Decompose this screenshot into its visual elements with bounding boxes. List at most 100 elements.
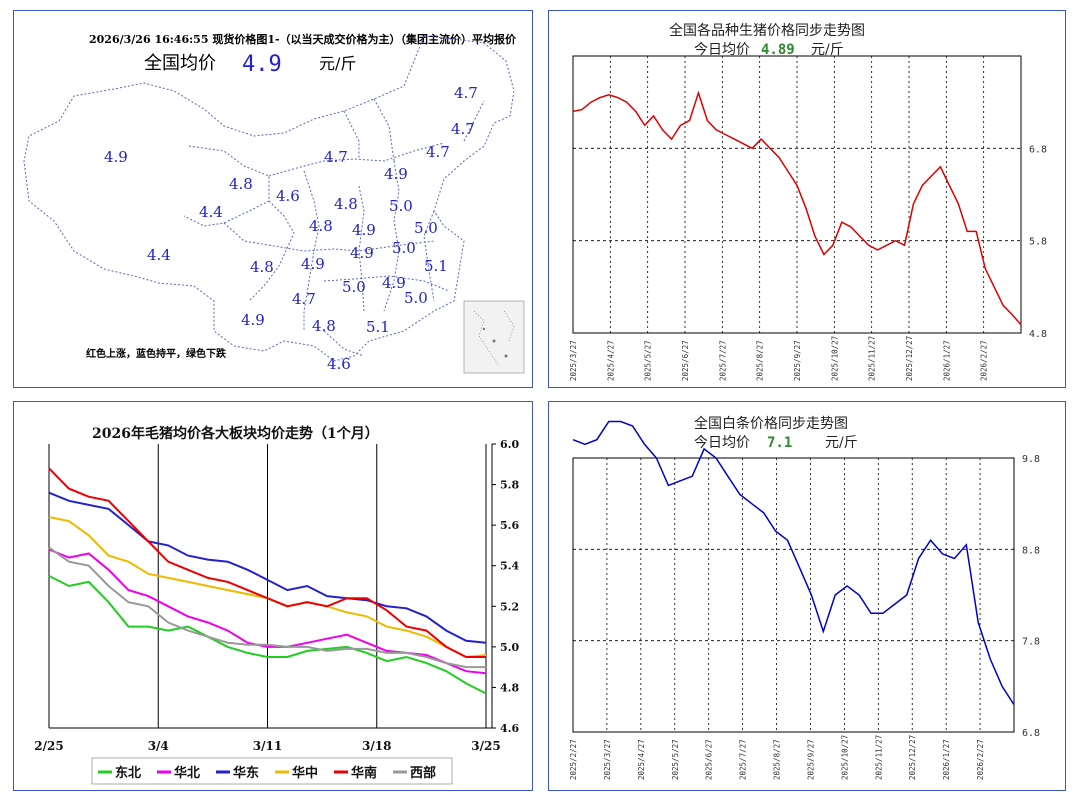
meat-chart-svg: 全国白条价格同步走势图 今日均价 7.1 元/斤 2025/2/27 2025/3… bbox=[569, 415, 1040, 780]
pig-x-tick-label: 2025/11/27 bbox=[868, 336, 877, 381]
pig-x-tick-label: 2025/7/27 bbox=[718, 340, 727, 381]
province-value: 4.9 bbox=[104, 148, 128, 166]
region-y-tick-label: 5.2 bbox=[500, 600, 519, 613]
map-avg-unit: 元/斤 bbox=[319, 54, 356, 73]
province-value: 4.4 bbox=[147, 246, 171, 264]
map-legend-note: 红色上涨，蓝色持平，绿色下跌 bbox=[86, 347, 227, 360]
pig-y-tick-label: 6.8 bbox=[1029, 144, 1047, 155]
pig-x-tick-label: 2025/3/27 bbox=[569, 340, 578, 381]
province-value: 4.8 bbox=[334, 195, 358, 213]
province-value: 4.8 bbox=[312, 317, 336, 335]
meat-sub-label: 今日均价 bbox=[694, 435, 750, 451]
map-avg-label: 全国均价 bbox=[144, 53, 216, 74]
region-series-line bbox=[48, 491, 487, 644]
pig-series-line bbox=[572, 90, 1022, 326]
pig-x-tick-label: 2025/6/27 bbox=[681, 340, 690, 381]
pig-x-tick-label: 2025/5/27 bbox=[644, 340, 653, 381]
pig-x-tick-label: 2026/1/27 bbox=[942, 340, 951, 381]
meat-sub-unit: 元/斤 bbox=[825, 435, 858, 451]
meat-x-tick-label: 2026/2/27 bbox=[976, 739, 985, 780]
province-value: 4.8 bbox=[309, 217, 333, 235]
province-value: 4.7 bbox=[292, 290, 316, 308]
pig-sub-unit: 元/斤 bbox=[811, 42, 844, 58]
province-value: 4.9 bbox=[350, 244, 374, 262]
province-value: 4.8 bbox=[229, 175, 253, 193]
region-legend-label: 华东 bbox=[233, 765, 259, 781]
meat-x-tick-label: 2026/1/27 bbox=[942, 739, 951, 780]
meat-x-tick-label: 2025/4/27 bbox=[637, 739, 646, 780]
region-series-line bbox=[48, 546, 486, 669]
meat-x-tick-label: 2025/8/27 bbox=[773, 739, 782, 780]
province-value: 4.6 bbox=[327, 355, 351, 373]
province-value: 4.7 bbox=[454, 84, 478, 102]
province-value: 4.9 bbox=[301, 255, 325, 273]
region-y-tick-label: 5.6 bbox=[500, 519, 519, 532]
province-value: 4.9 bbox=[382, 274, 406, 292]
region-y-tick-label: 4.6 bbox=[500, 722, 519, 735]
map-svg: 2026/3/26 16:46:55 现货价格图1-（以当天成交价格为主）（集团… bbox=[23, 32, 525, 374]
province-value: 5.0 bbox=[404, 289, 428, 307]
province-value: 4.6 bbox=[276, 187, 300, 205]
region-x-tick-label: 3/25 bbox=[471, 739, 500, 753]
region-chart-title: 2026年毛猪均价各大板块均价走势（1个月） bbox=[92, 425, 379, 442]
province-value: 5.1 bbox=[366, 318, 390, 336]
meat-x-tick-label: 2025/5/27 bbox=[671, 739, 680, 780]
pig-x-tick-label: 2025/9/27 bbox=[793, 340, 802, 381]
meat-y-tick-label: 6.8 bbox=[1022, 728, 1040, 739]
pig-x-tick-label: 2025/8/27 bbox=[756, 340, 765, 381]
pig-chart-panel: 全国各品种生猪价格同步走势图 今日均价 4.89 元/斤 2025/3/27 20… bbox=[548, 10, 1066, 388]
province-value: 4.9 bbox=[352, 221, 376, 239]
region-legend-label: 华北 bbox=[174, 765, 200, 781]
region-y-tick-label: 5.0 bbox=[500, 641, 519, 654]
province-value: 5.0 bbox=[342, 278, 366, 296]
region-y-tick-label: 5.4 bbox=[500, 560, 519, 573]
pig-y-tick-label: 5.8 bbox=[1029, 237, 1047, 248]
meat-plot-frame bbox=[572, 457, 1015, 733]
south-sea-inset bbox=[463, 300, 525, 374]
region-series-line bbox=[48, 575, 487, 695]
meat-y-tick-label: 9.8 bbox=[1022, 454, 1040, 465]
region-legend-label: 华南 bbox=[351, 765, 377, 781]
province-values: 4.7 4.7 4.7 4.7 4.9 4.8 4.9 4.6 4.8 5.0 … bbox=[104, 84, 478, 373]
meat-series-line bbox=[572, 420, 1015, 706]
meat-y-tick-label: 7.8 bbox=[1022, 637, 1040, 648]
map-avg-value: 4.9 bbox=[242, 52, 282, 77]
meat-sub-value: 7.1 bbox=[767, 435, 792, 451]
pig-chart-title: 全国各品种生猪价格同步走势图 bbox=[669, 22, 865, 39]
province-value: 5.0 bbox=[414, 219, 438, 237]
pig-y-tick-label: 4.8 bbox=[1029, 329, 1047, 340]
pig-sub-label: 今日均价 bbox=[694, 42, 750, 58]
pig-x-tick-label: 2026/2/27 bbox=[980, 340, 989, 381]
province-value: 4.8 bbox=[250, 258, 274, 276]
meat-x-tick-label: 2025/3/27 bbox=[603, 739, 612, 780]
province-value: 4.4 bbox=[199, 203, 223, 221]
province-value: 4.9 bbox=[241, 311, 265, 329]
region-x-tick-label: 3/4 bbox=[148, 739, 169, 753]
province-value: 4.7 bbox=[426, 143, 450, 161]
pig-sub-value: 4.89 bbox=[761, 42, 795, 58]
meat-x-tick-label: 2025/10/27 bbox=[840, 735, 849, 780]
province-value: 5.0 bbox=[392, 239, 416, 257]
region-chart-svg: 2026年毛猪均价各大板块均价走势（1个月） 2/25 3/4 3/11 3/18 3/… bbox=[34, 425, 519, 785]
map-borders bbox=[23, 35, 515, 362]
pig-chart-svg: 全国各品种生猪价格同步走势图 今日均价 4.89 元/斤 2025/3/27 20… bbox=[569, 22, 1047, 381]
region-x-tick-label: 3/11 bbox=[253, 739, 282, 753]
pig-x-tick-label: 2025/4/27 bbox=[606, 340, 615, 381]
region-x-tick-label: 2/25 bbox=[34, 739, 63, 753]
region-y-tick-label: 6.0 bbox=[500, 438, 519, 451]
meat-x-tick-label: 2025/11/27 bbox=[874, 735, 883, 780]
region-legend-label: 西部 bbox=[410, 765, 436, 781]
province-value: 4.9 bbox=[384, 165, 408, 183]
pig-x-tick-label: 2025/10/27 bbox=[830, 336, 839, 381]
region-y-tick-label: 5.8 bbox=[500, 479, 519, 492]
region-legend-label: 华中 bbox=[292, 765, 318, 781]
province-value: 4.7 bbox=[451, 120, 475, 138]
province-value: 5.0 bbox=[389, 197, 413, 215]
region-y-tick-label: 4.8 bbox=[500, 681, 519, 694]
province-value: 5.1 bbox=[424, 257, 448, 275]
meat-x-tick-label: 2025/6/27 bbox=[705, 739, 714, 780]
meat-chart-title: 全国白条价格同步走势图 bbox=[694, 415, 848, 432]
meat-x-tick-label: 2025/2/27 bbox=[569, 739, 578, 780]
region-x-tick-label: 3/18 bbox=[362, 739, 391, 753]
meat-x-tick-label: 2025/12/27 bbox=[908, 735, 917, 780]
